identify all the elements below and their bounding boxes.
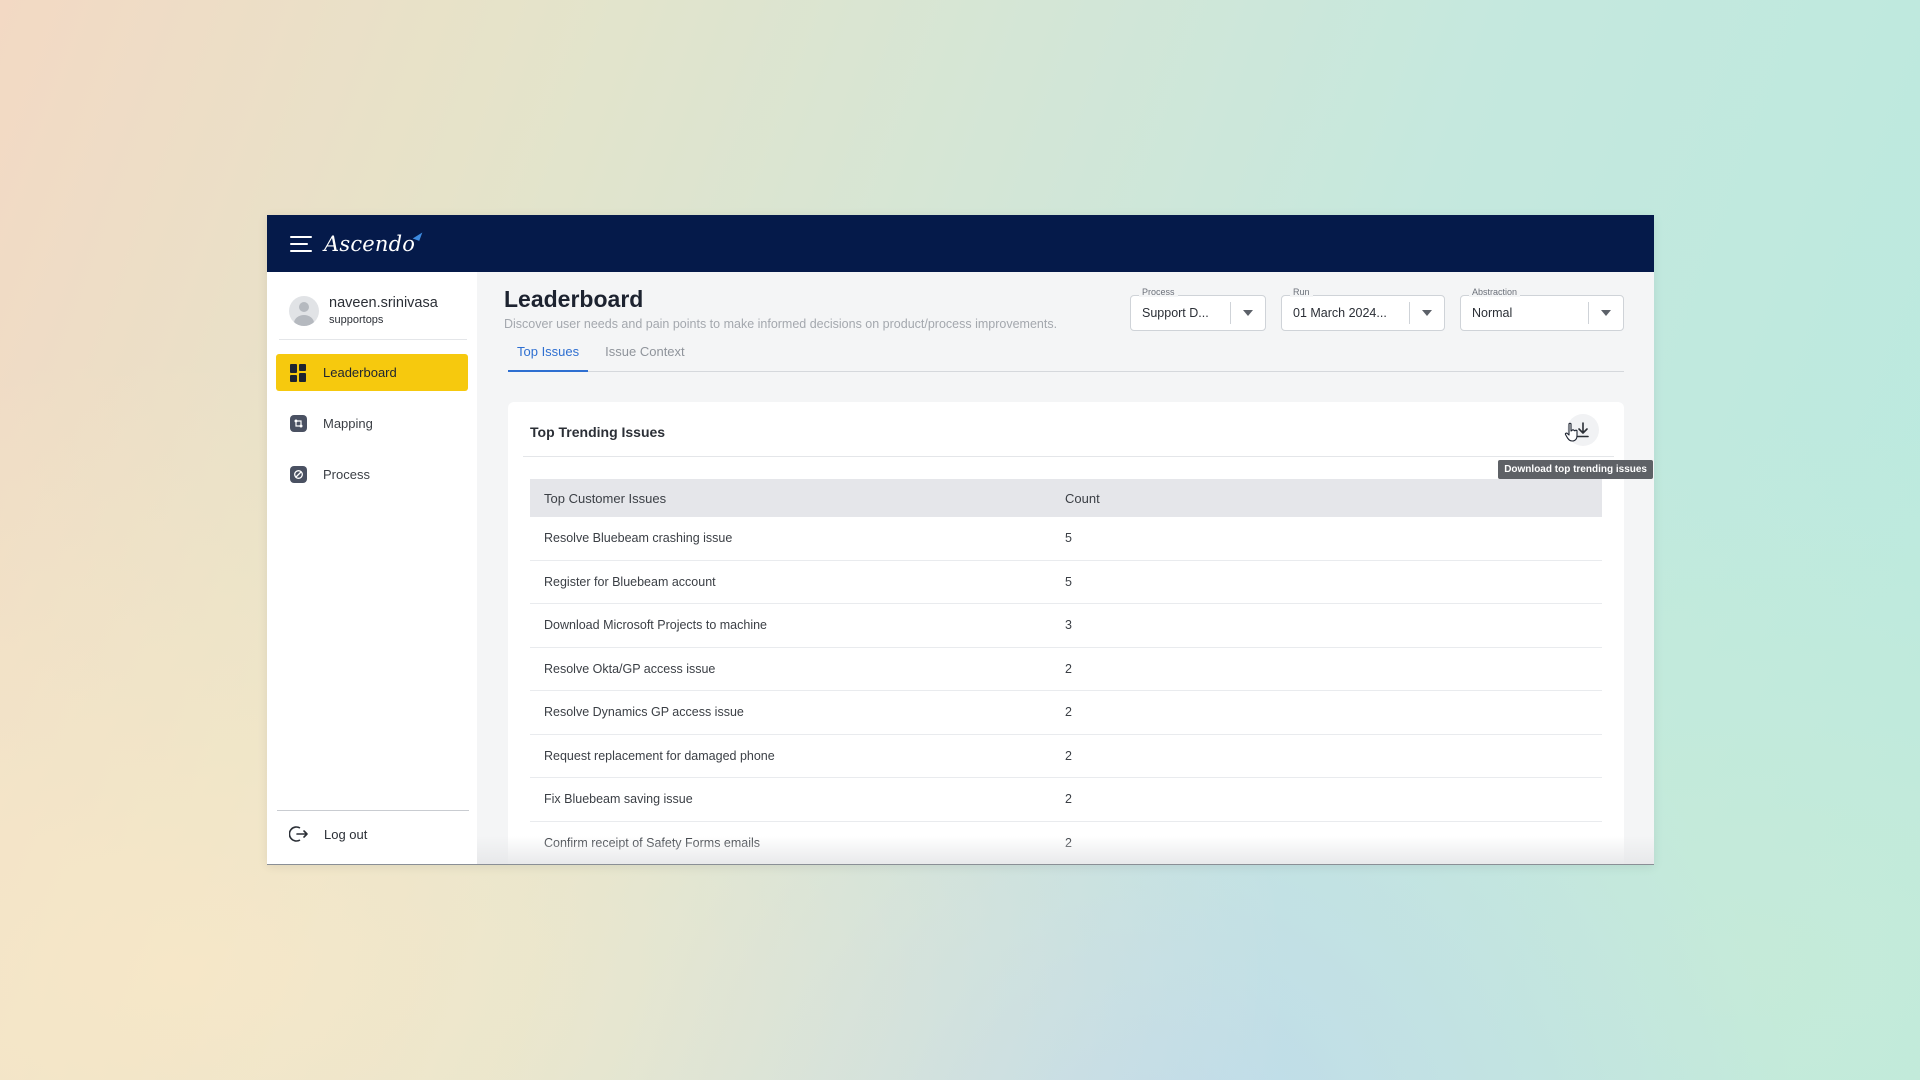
table-row[interactable]: Request replacement for damaged phone 2	[530, 735, 1602, 778]
tab-issue-context[interactable]: Issue Context	[605, 344, 685, 359]
download-icon	[1577, 422, 1589, 438]
app-window: Ascendo naveen.srinivasa supportops Lead…	[267, 215, 1654, 865]
grid-icon	[289, 363, 307, 382]
process-select-label: Process	[1139, 287, 1178, 297]
brand-name: Ascendo	[324, 231, 416, 256]
avatar	[289, 295, 319, 326]
page-title: Leaderboard	[504, 286, 644, 312]
user-name: naveen.srinivasa	[329, 295, 438, 311]
chevron-down-icon[interactable]	[1410, 310, 1444, 316]
run-select-label: Run	[1290, 287, 1313, 297]
abstraction-select-value: Normal	[1472, 306, 1513, 320]
app-logo[interactable]: Ascendo	[324, 229, 423, 256]
sidebar: naveen.srinivasa supportops Leaderboard …	[267, 272, 477, 864]
top-trending-issues-card: Top Trending Issues Download top trendin…	[508, 402, 1653, 865]
table-row[interactable]: Register for Bluebeam account 5	[530, 561, 1602, 604]
divider	[523, 456, 1614, 457]
count-cell: 2	[1065, 748, 1072, 763]
pointer-cursor-icon	[1564, 422, 1578, 442]
column-header-issues: Top Customer Issues	[544, 490, 667, 506]
count-cell: 2	[1065, 705, 1072, 720]
sidebar-item-leaderboard[interactable]: Leaderboard	[276, 354, 468, 391]
chevron-down-icon[interactable]	[1231, 310, 1265, 316]
sidebar-item-label: Leaderboard	[323, 365, 397, 380]
issue-cell: Resolve Bluebeam crashing issue	[544, 531, 733, 546]
count-cell: 2	[1065, 661, 1072, 676]
count-cell: 5	[1065, 574, 1072, 589]
table-row[interactable]: Fix Bluebeam saving issue 2	[530, 778, 1602, 822]
table-row[interactable]: Resolve Dynamics GP access issue 2	[530, 691, 1602, 735]
abstraction-select[interactable]: Abstraction Normal	[1460, 287, 1624, 331]
process-icon	[289, 466, 307, 484]
card-title: Top Trending Issues	[530, 424, 666, 440]
sidebar-item-label: Mapping	[323, 416, 373, 431]
logout-button[interactable]: Log out	[289, 824, 367, 844]
table-row[interactable]: Resolve Bluebeam crashing issue 5	[530, 517, 1602, 561]
sidebar-item-mapping[interactable]: Mapping	[276, 405, 468, 442]
abstraction-select-label: Abstraction	[1469, 287, 1521, 297]
run-select[interactable]: Run 01 March 2024...	[1281, 287, 1445, 331]
table-header: Top Customer Issues Count	[530, 479, 1602, 517]
process-select[interactable]: Process Support D...	[1130, 287, 1266, 331]
tab-bar: Top Issues Issue Context	[508, 344, 1624, 372]
table-row[interactable]: Resolve Okta/GP access issue 2	[530, 648, 1602, 691]
issue-cell: Download Microsoft Projects to machine	[544, 618, 768, 633]
issue-cell: Register for Bluebeam account	[544, 574, 716, 589]
logout-label: Log out	[324, 826, 368, 842]
count-cell: 5	[1065, 531, 1072, 546]
page-subtitle: Discover user needs and pain points to m…	[504, 317, 1058, 331]
divider	[279, 339, 467, 340]
table-row[interactable]: Confirm receipt of Safety Forms emails 2	[530, 822, 1602, 865]
process-select-value: Support D...	[1142, 306, 1209, 320]
table-row[interactable]: Download Microsoft Projects to machine 3	[530, 604, 1602, 648]
main-content: Leaderboard Discover user needs and pain…	[504, 272, 1653, 865]
hamburger-menu-icon[interactable]	[290, 235, 312, 252]
count-cell: 2	[1065, 792, 1072, 807]
issue-cell: Request replacement for damaged phone	[544, 748, 775, 763]
run-select-value: 01 March 2024...	[1293, 306, 1387, 320]
user-role: supportops	[329, 314, 384, 326]
sidebar-item-process[interactable]: Process	[276, 456, 468, 493]
issue-cell: Resolve Okta/GP access issue	[544, 661, 716, 676]
count-cell: 2	[1065, 835, 1072, 850]
user-profile: naveen.srinivasa supportops	[267, 272, 477, 334]
issues-table: Top Customer Issues Count Resolve Bluebe…	[530, 479, 1602, 865]
tab-top-issues[interactable]: Top Issues	[508, 344, 589, 372]
logout-icon	[289, 826, 308, 842]
download-tooltip: Download top trending issues	[1498, 460, 1653, 479]
issue-cell: Confirm receipt of Safety Forms emails	[544, 835, 761, 850]
issue-cell: Fix Bluebeam saving issue	[544, 792, 693, 807]
sidebar-nav: Leaderboard Mapping Process	[267, 354, 477, 493]
sidebar-item-label: Process	[323, 467, 370, 482]
chevron-down-icon[interactable]	[1589, 310, 1623, 316]
logo-mark-icon	[412, 229, 423, 241]
divider	[277, 810, 469, 811]
mapping-icon	[289, 415, 307, 433]
top-bar: Ascendo	[267, 215, 1654, 272]
issue-cell: Resolve Dynamics GP access issue	[544, 705, 744, 720]
column-header-count: Count	[1065, 490, 1100, 506]
filters: Process Support D... Run 01 March 2024..…	[1130, 287, 1624, 331]
count-cell: 3	[1065, 618, 1072, 633]
